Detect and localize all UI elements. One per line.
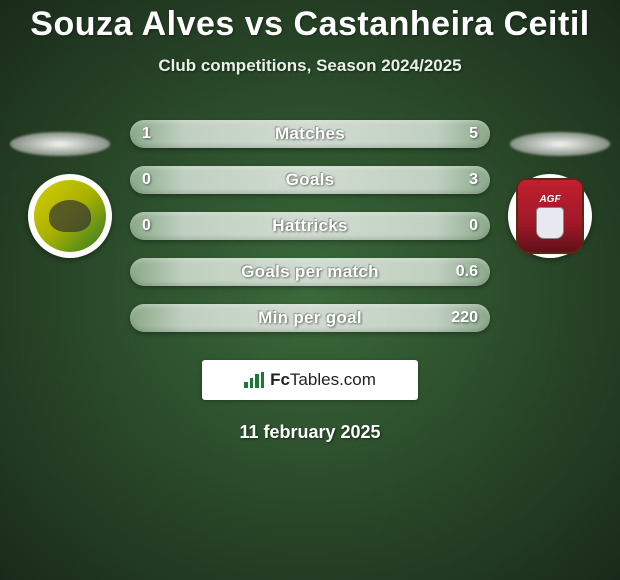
stat-value-right: 3	[469, 171, 478, 189]
stat-bar: Hattricks 0 0	[130, 212, 490, 240]
shield-icon	[536, 207, 564, 239]
brand-text-light: Tables.com	[290, 370, 376, 389]
ellipse-decoration-left	[10, 132, 110, 156]
bar-chart-icon	[244, 372, 264, 388]
team-badge-left-icon	[34, 180, 106, 252]
stat-label: Min per goal	[258, 308, 362, 328]
brand-badge[interactable]: FcTables.com	[202, 360, 418, 400]
stat-value-right: 220	[451, 309, 478, 327]
stat-bars: Matches 1 5 Goals 0 3 Hattricks 0 0 Goals per mat…	[130, 100, 490, 332]
ellipse-decoration-right	[510, 132, 610, 156]
stat-bar: Goals 0 3	[130, 166, 490, 194]
stat-value-right: 5	[469, 125, 478, 143]
comparison-area: AGF Matches 1 5 Goals 0 3 Hattricks 0 0 Goals per…	[0, 100, 620, 332]
team-logo-left	[28, 174, 112, 258]
stat-value-left: 1	[142, 125, 151, 143]
page-title: Souza Alves vs Castanheira Ceitil	[0, 5, 620, 44]
team-logo-right: AGF	[508, 174, 592, 258]
stat-value-right: 0	[469, 217, 478, 235]
stat-bar: Goals per match 0.6	[130, 258, 490, 286]
subtitle: Club competitions, Season 2024/2025	[0, 56, 620, 76]
stat-label: Hattricks	[272, 216, 347, 236]
stat-value-left: 0	[142, 171, 151, 189]
brand-text: FcTables.com	[270, 370, 376, 390]
stat-value-left: 0	[142, 217, 151, 235]
stat-value-right: 0.6	[456, 263, 478, 281]
stat-label: Goals	[286, 170, 335, 190]
comparison-widget: Souza Alves vs Castanheira Ceitil Club c…	[0, 0, 620, 443]
stat-label: Matches	[275, 124, 345, 144]
stat-label: Goals per match	[241, 262, 379, 282]
date-label: 11 february 2025	[0, 422, 620, 443]
stat-bar: Matches 1 5	[130, 120, 490, 148]
team-badge-right-icon: AGF	[516, 178, 584, 254]
stat-bar: Min per goal 220	[130, 304, 490, 332]
brand-text-bold: Fc	[270, 370, 290, 389]
team-badge-right-text: AGF	[539, 194, 560, 205]
